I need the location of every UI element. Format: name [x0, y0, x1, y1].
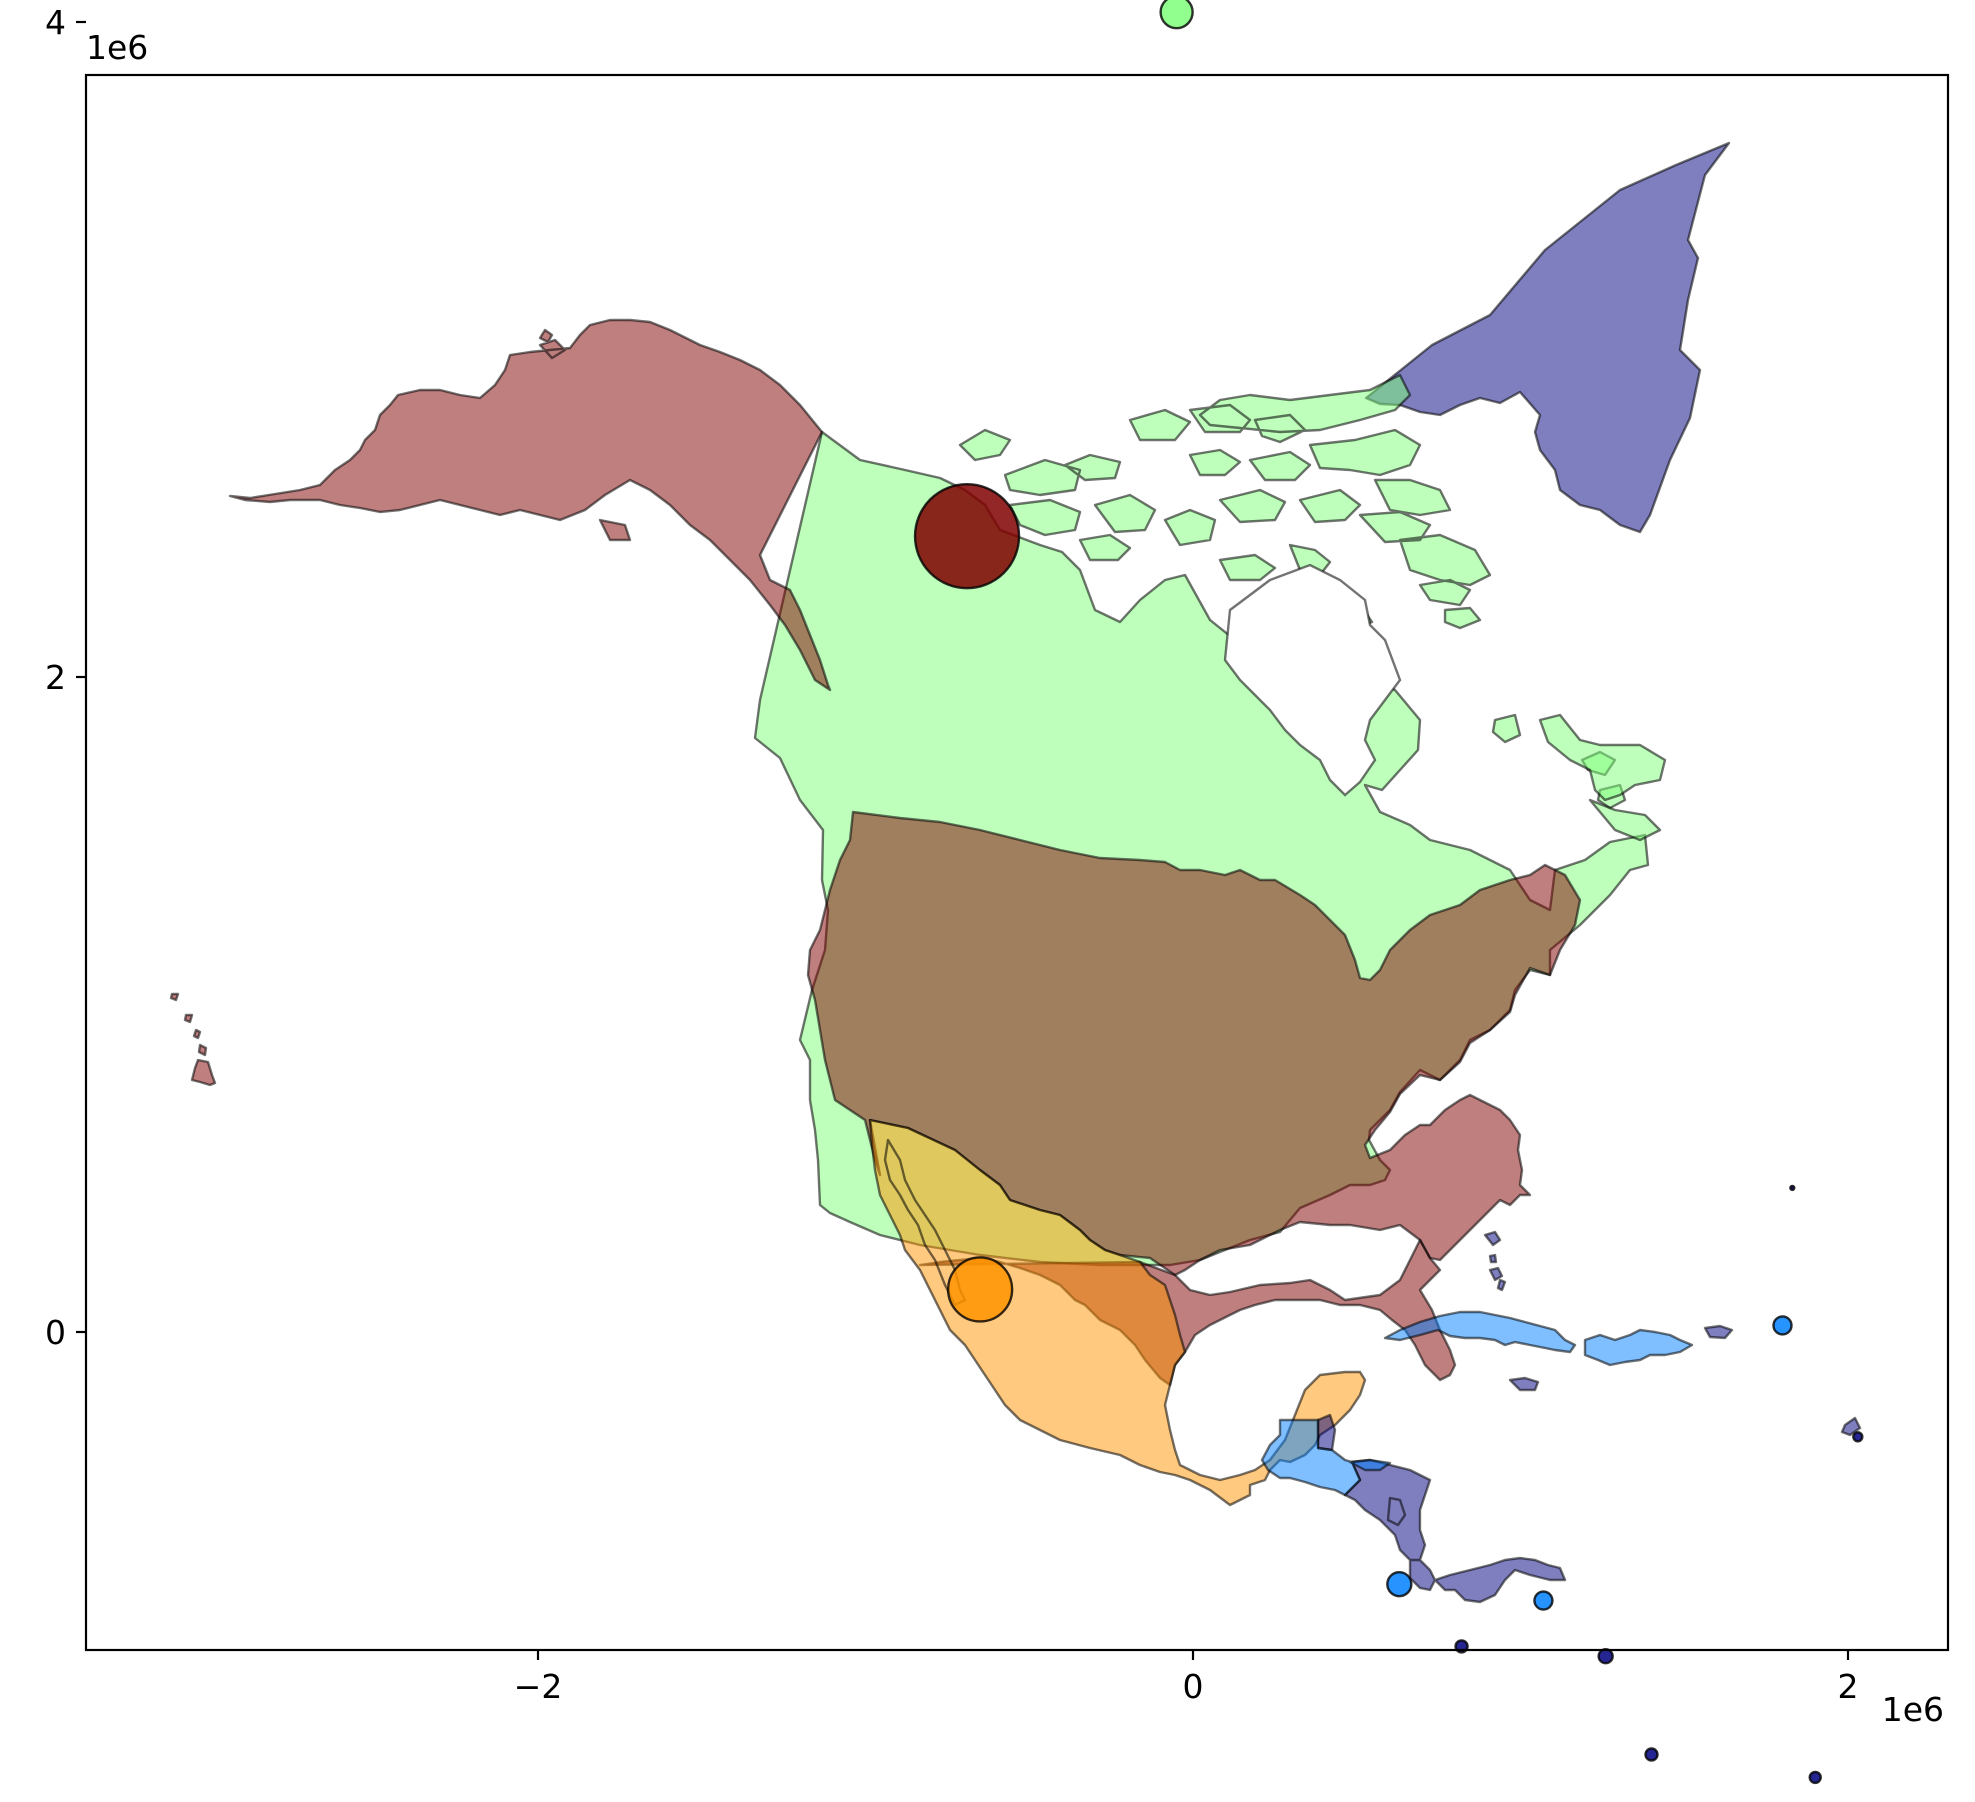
x-tick-label: 2 — [1838, 1667, 1859, 1706]
data-point — [1852, 1431, 1864, 1443]
region-greenland — [1364, 141, 1731, 534]
data-point — [946, 1256, 1014, 1323]
y-axis: 0246 — [45, 3, 86, 1352]
y-tick-label: 0 — [45, 1313, 66, 1352]
data-point — [1772, 1315, 1793, 1336]
y-tick-label: 4 — [45, 3, 66, 42]
y-axis-offset-label: 1e6 — [86, 28, 148, 67]
x-tick-label: 0 — [1183, 1667, 1204, 1706]
axes-frame — [84, 73, 1950, 1652]
region-hawaii — [169, 992, 217, 1087]
region-canada-east — [1538, 713, 1667, 842]
x-tick-label: −2 — [514, 1667, 563, 1706]
region-caribbean-dark — [1483, 1230, 1862, 1437]
x-axis-offset-label: 1e6 — [1882, 1690, 1944, 1729]
region-central-america-light — [1260, 1418, 1392, 1497]
land-layer — [169, 141, 1862, 1604]
data-point — [1644, 1747, 1659, 1762]
plot-area — [86, 0, 1948, 1785]
data-point — [1789, 1184, 1796, 1192]
y-tick-label: 2 — [45, 658, 66, 697]
region-caribbean-light — [1383, 1310, 1694, 1367]
region-hudson-bay — [1223, 563, 1402, 797]
data-point — [1533, 1590, 1554, 1611]
data-point — [1159, 0, 1194, 30]
data-point — [1808, 1770, 1822, 1785]
data-point — [1597, 1648, 1614, 1665]
markers-layer — [913, 0, 1864, 1785]
region-central-america-dark — [1316, 1413, 1567, 1604]
region-alaska — [228, 318, 832, 692]
region-canada-islands — [958, 373, 1627, 810]
data-point — [1386, 1570, 1413, 1598]
data-point — [913, 482, 1021, 590]
